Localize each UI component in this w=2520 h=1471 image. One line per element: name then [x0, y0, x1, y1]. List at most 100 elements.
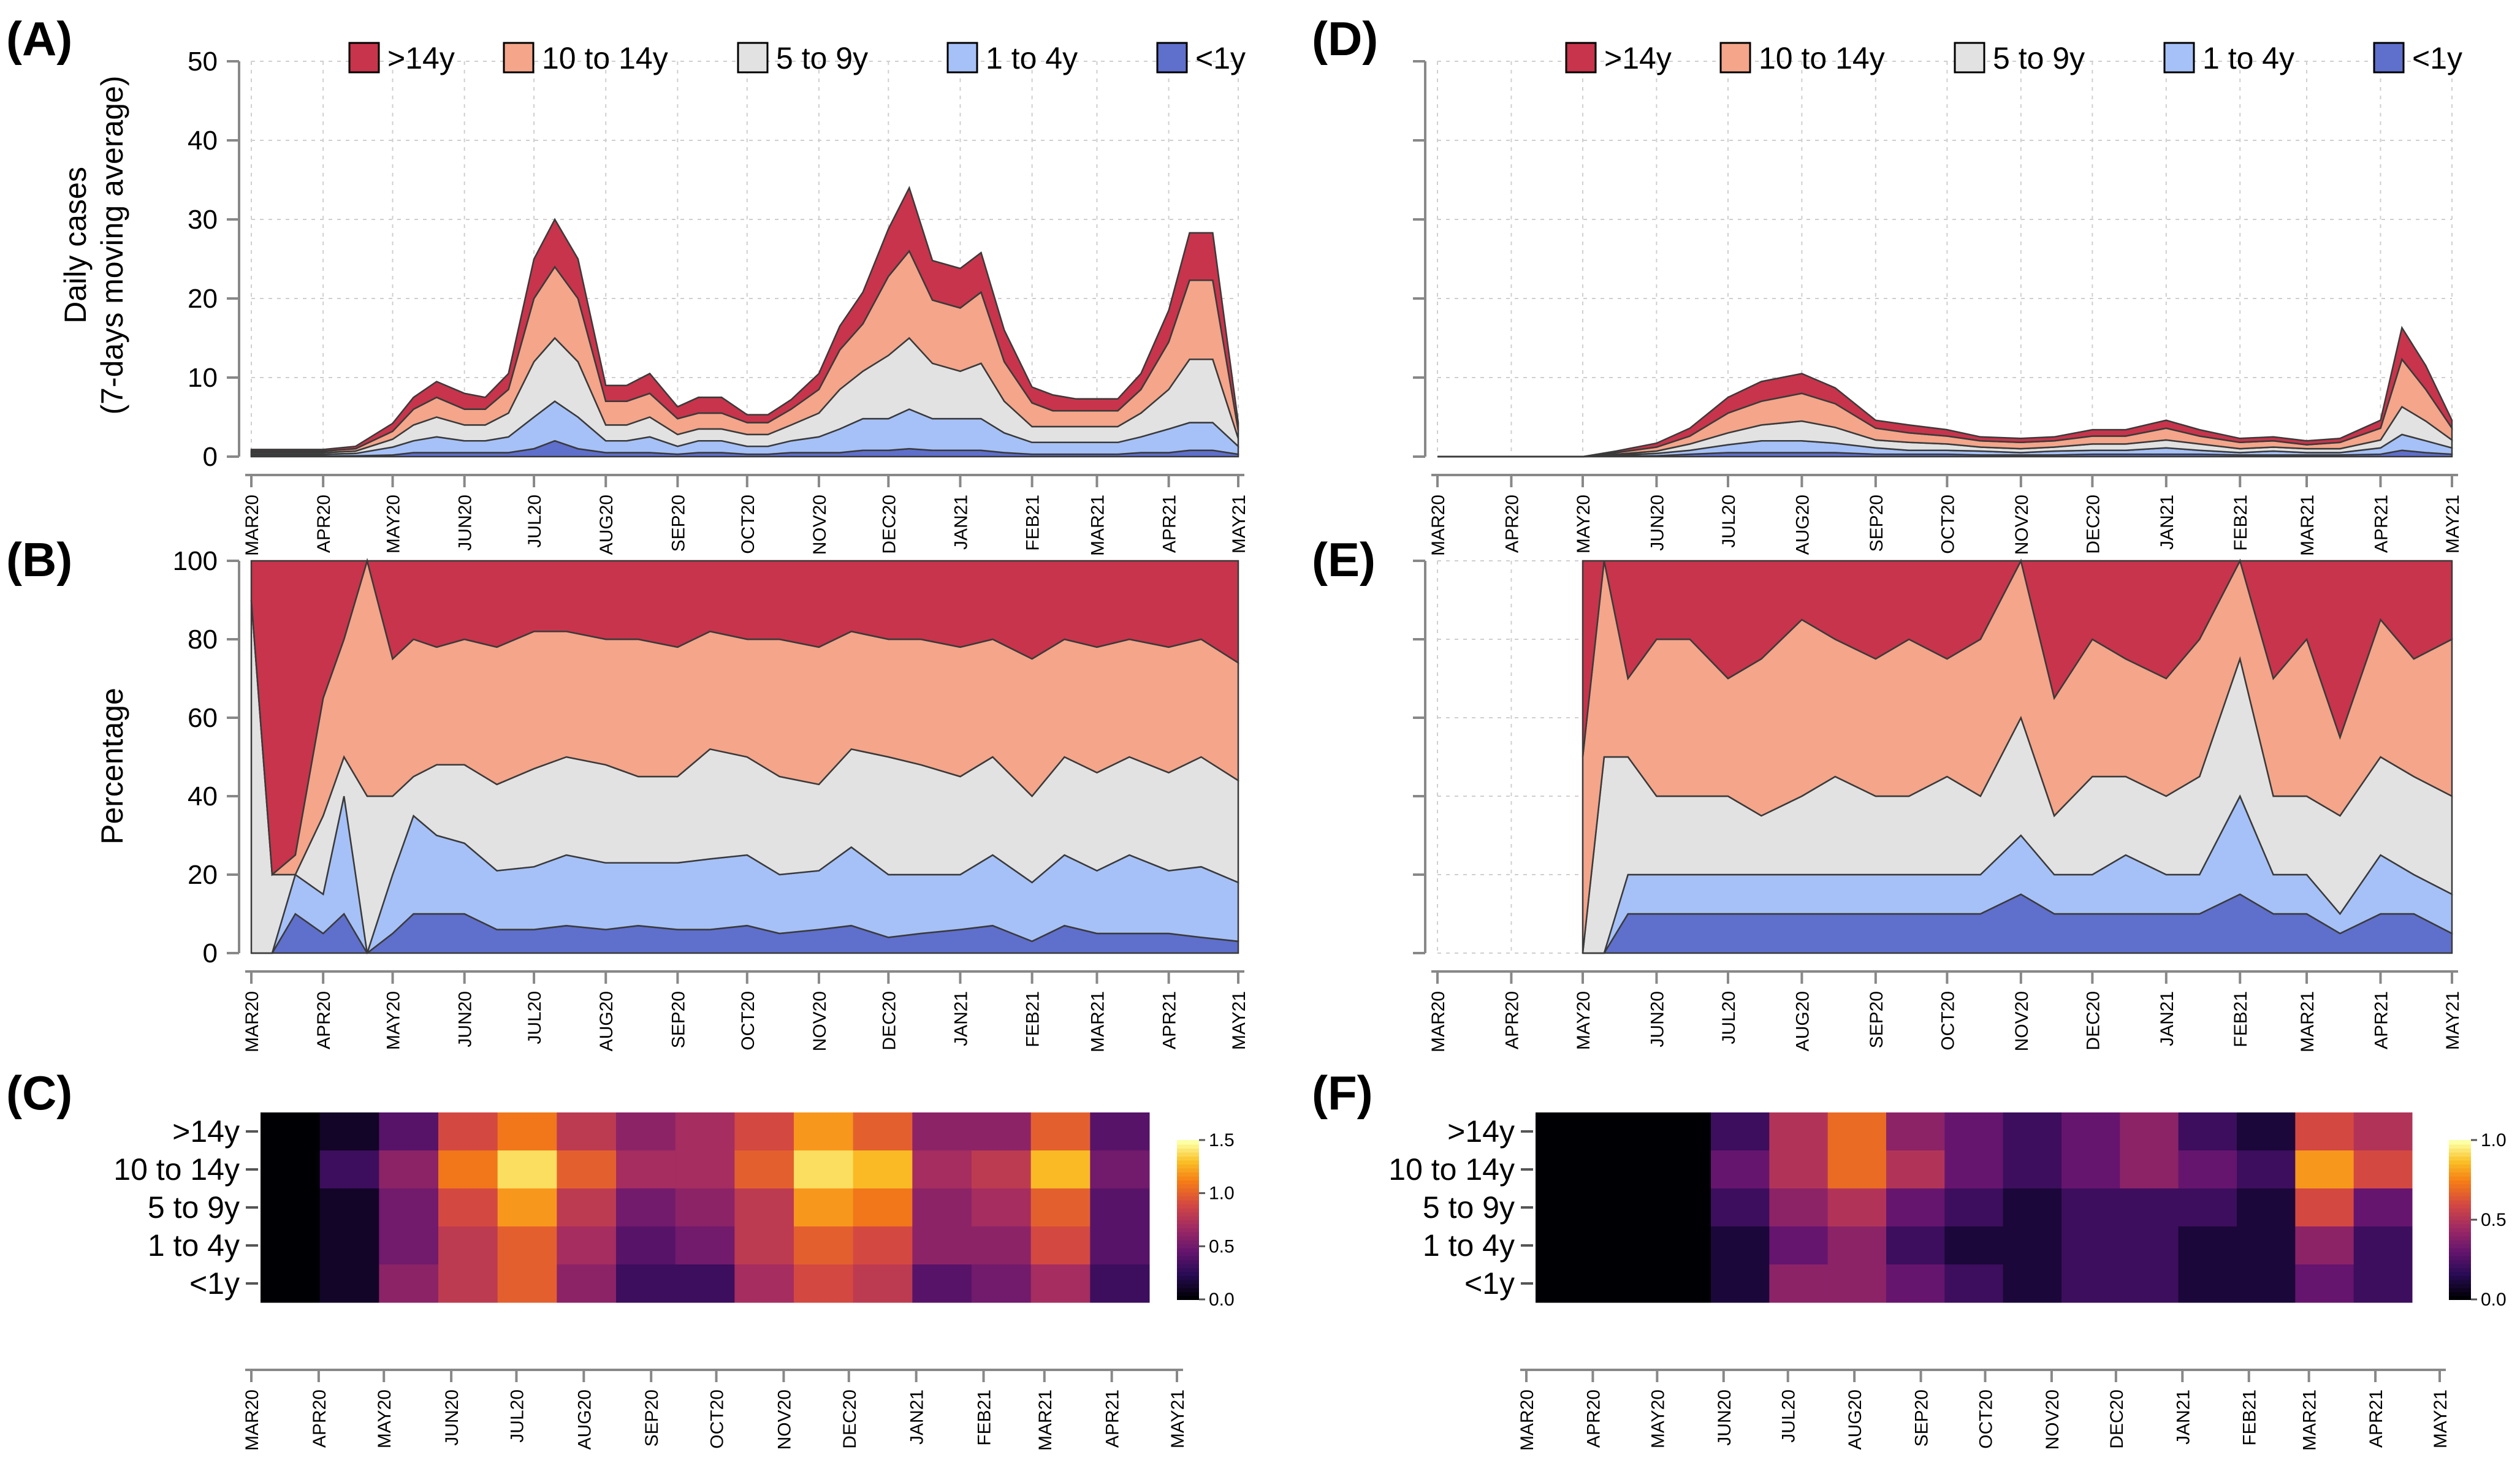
- heat-cell: [734, 1226, 794, 1265]
- x-tick-label-jul20: JUL20: [1779, 1389, 1799, 1443]
- heat-cell: [2003, 1112, 2062, 1151]
- area-series-5-to-9y: [250, 336, 1239, 455]
- colorbar-step: [1177, 1184, 1199, 1188]
- heat-cell: [912, 1226, 972, 1265]
- heat-cell: [2353, 1112, 2413, 1151]
- heat-cell: [2295, 1150, 2354, 1189]
- heat-cell: [1090, 1150, 1150, 1189]
- x-tick-label-aug20: AUG20: [596, 991, 617, 1051]
- heat-row-label: 10 to 14y: [113, 1152, 240, 1187]
- x-tick-label-apr21: APR21: [2371, 991, 2391, 1049]
- x-tick-label-feb21: FEB21: [2240, 1389, 2260, 1446]
- colorbar-step: [2449, 1168, 2471, 1173]
- x-tick-label-sep20: SEP20: [1867, 495, 1887, 552]
- legend-swatch-1-to-4y: [946, 42, 978, 74]
- heat-cell: [379, 1112, 439, 1151]
- heat-cell: [2237, 1150, 2296, 1189]
- heat-cell: [2003, 1226, 2062, 1265]
- x-tick-label-mar20: MAR20: [242, 1389, 262, 1451]
- heat-cell: [557, 1226, 617, 1265]
- x-tick-label-mar20: MAR20: [242, 495, 262, 556]
- y-tick-label: 100: [173, 546, 218, 576]
- y-tick-label: 80: [188, 625, 218, 655]
- heat-cell: [1652, 1264, 1711, 1303]
- colorbar-step: [1177, 1228, 1199, 1233]
- y-tick-label: 20: [188, 284, 218, 314]
- heat-cell: [1711, 1226, 1770, 1265]
- x-tick-label-mar20: MAR20: [242, 991, 262, 1052]
- colorbar-tick-label: 1.5: [1209, 1130, 1235, 1150]
- legend-swatch-5-to-9y: [737, 42, 769, 74]
- colorbar-step: [1177, 1156, 1199, 1161]
- x-tick-label-aug20: AUG20: [596, 495, 617, 555]
- heat-cell: [2120, 1188, 2179, 1227]
- colorbar-step: [1177, 1260, 1199, 1264]
- colorbar-step: [2449, 1176, 2471, 1180]
- x-tick-label-dec20: DEC20: [2083, 991, 2103, 1051]
- x-tick-label-sep20: SEP20: [1867, 991, 1887, 1048]
- x-tick-label-mar20: MAR20: [1428, 991, 1448, 1052]
- x-tick-label-may20: MAY20: [384, 991, 404, 1050]
- heat-cell: [1769, 1112, 1829, 1151]
- x-tick-label-mar21: MAR21: [2300, 1389, 2320, 1451]
- x-tick-label-mar21: MAR21: [1087, 991, 1108, 1052]
- heat-cell: [2178, 1112, 2237, 1151]
- panel-label-c: (C): [6, 1066, 72, 1120]
- panel-label-d: (D): [1312, 12, 1378, 66]
- x-tick-label-mar21: MAR21: [1035, 1389, 1056, 1451]
- percentage-ylabel: Percentage: [95, 688, 129, 845]
- heat-cell: [1030, 1226, 1091, 1265]
- heat-cell: [2178, 1226, 2237, 1265]
- legend-label-gt14y: >14y: [387, 41, 455, 75]
- x-tick-label-apr20: APR20: [1502, 991, 1522, 1049]
- heat-cell: [1536, 1112, 1594, 1151]
- colorbar-step: [1177, 1160, 1199, 1165]
- heat-cell: [1536, 1150, 1594, 1189]
- heat-cell: [319, 1264, 379, 1303]
- colorbar-step: [1177, 1231, 1199, 1236]
- colorbar-step: [2449, 1164, 2471, 1169]
- heat-cell: [2353, 1188, 2413, 1227]
- heat-cell: [2061, 1226, 2120, 1265]
- x-tick-label-may21: MAY21: [2443, 991, 2463, 1050]
- heat-cell: [261, 1150, 321, 1189]
- heat-cell: [1536, 1264, 1594, 1303]
- x-tick-label-feb21: FEB21: [2231, 495, 2251, 551]
- colorbar-step: [1177, 1220, 1199, 1225]
- colorbar-step: [2449, 1244, 2471, 1249]
- heat-cell: [1944, 1150, 2004, 1189]
- colorbar-step: [1177, 1207, 1199, 1212]
- heat-cell: [261, 1226, 321, 1265]
- x-tick-label-may20: MAY20: [1648, 1389, 1668, 1448]
- y-tick-label: 10: [188, 363, 218, 393]
- colorbar-step: [2449, 1196, 2471, 1201]
- colorbar-step: [2449, 1268, 2471, 1272]
- heat-cell: [379, 1188, 439, 1227]
- x-tick-label-aug20: AUG20: [1792, 991, 1813, 1051]
- y-tick-label: 20: [188, 860, 218, 890]
- legend-swatch-lt1y: [1156, 42, 1188, 74]
- panel-label-b: (B): [6, 533, 72, 587]
- heat-cell: [497, 1150, 557, 1189]
- heat-cell: [557, 1264, 617, 1303]
- colorbar-step: [1177, 1199, 1199, 1204]
- x-tick-label-apr21: APR21: [1103, 1389, 1123, 1448]
- heat-cell: [379, 1264, 439, 1303]
- colorbar-tick-label: 0.0: [1209, 1290, 1235, 1310]
- panel-a-chart: 0 10 20 30 40 50 >14y 10 to 14y 5 to 9y 1 to 4y <1…: [188, 41, 1249, 556]
- colorbar-step: [1177, 1168, 1199, 1173]
- heat-cell: [616, 1150, 676, 1189]
- heat-cell: [1886, 1112, 1945, 1151]
- x-tick-label-nov20: NOV20: [2042, 1389, 2063, 1450]
- heat-cell: [1711, 1150, 1770, 1189]
- heat-cell: [497, 1264, 557, 1303]
- heat-cell: [675, 1150, 735, 1189]
- colorbar-step: [1177, 1239, 1199, 1244]
- heat-cell: [261, 1264, 321, 1303]
- heat-cell: [853, 1226, 913, 1265]
- heat-cell: [912, 1188, 972, 1227]
- colorbar-step: [2449, 1172, 2471, 1177]
- heat-cell: [794, 1150, 854, 1189]
- heat-row-label: 10 to 14y: [1388, 1152, 1515, 1187]
